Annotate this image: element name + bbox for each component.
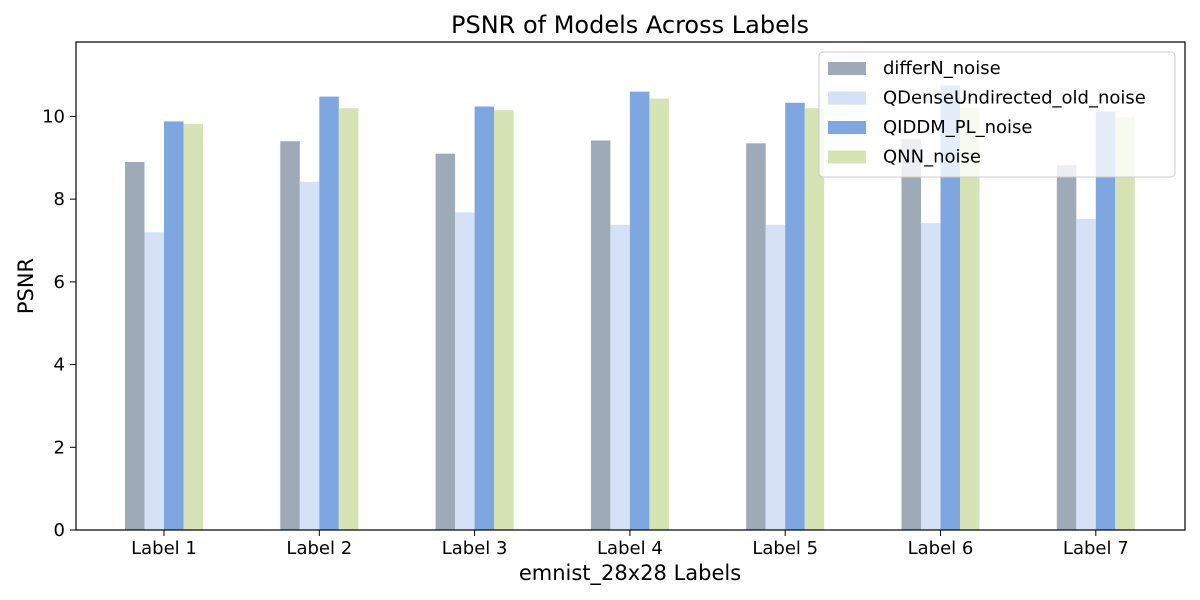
bars-layer xyxy=(125,85,1135,531)
bar-QDenseUndirected_old_noise-label-2 xyxy=(299,181,320,530)
bar-QNN_noise-label-1 xyxy=(183,123,203,530)
bar-QNN_noise-label-5 xyxy=(804,108,825,531)
y-tick-label: 4 xyxy=(54,355,65,376)
bar-QNN_noise-label-2 xyxy=(338,108,359,531)
bar-QIDDM_PL_noise-label-1 xyxy=(164,121,184,531)
legend-label: differN_noise xyxy=(883,58,1001,79)
legend-swatch xyxy=(828,91,866,105)
bar-QDenseUndirected_old_noise-label-7 xyxy=(1076,219,1096,530)
bar-QDenseUndirected_old_noise-label-6 xyxy=(921,223,941,530)
x-axis: Label 1 Label 2 Label 3 Label 4 Label 5 Label… xyxy=(131,530,1129,559)
legend-swatch xyxy=(828,121,866,134)
y-tick-label: 10 xyxy=(42,106,65,127)
bar-differN_noise-label-2 xyxy=(280,141,300,530)
legend-label: QNN_noise xyxy=(883,147,981,168)
chart-title: PSNR of Models Across Labels xyxy=(451,11,809,39)
bar-QNN_noise-label-6 xyxy=(960,108,980,531)
x-tick-label: Label 6 xyxy=(908,538,974,559)
bar-differN_noise-label-3 xyxy=(435,153,456,530)
bar-QNN_noise-label-7 xyxy=(1115,117,1135,531)
bar-QDenseUndirected_old_noise-label-1 xyxy=(144,232,164,531)
y-axis: 0 2 4 6 8 10 xyxy=(42,106,76,541)
x-axis-title: emnist_28x28 Labels xyxy=(519,561,741,586)
y-axis-title: PSNR xyxy=(14,258,38,314)
bar-differN_noise-label-1 xyxy=(125,161,145,530)
legend: differN_noise QDenseUndirected_old_noise Q… xyxy=(818,51,1176,178)
legend-swatch xyxy=(828,150,866,164)
x-tick-label: Label 1 xyxy=(131,538,197,559)
plot-frame xyxy=(75,41,1186,531)
y-tick-label: 8 xyxy=(54,189,65,210)
bar-QIDDM_PL_noise-label-7 xyxy=(1095,111,1116,530)
x-tick-label: Label 2 xyxy=(286,538,352,559)
legend-label: QIDDM_PL_noise xyxy=(883,117,1032,138)
bar-differN_noise-label-7 xyxy=(1056,165,1077,531)
x-tick-label: Label 7 xyxy=(1063,538,1129,559)
y-tick-label: 2 xyxy=(54,437,65,458)
bar-differN_noise-label-4 xyxy=(590,140,611,530)
bar-QDenseUndirected_old_noise-label-5 xyxy=(765,224,786,531)
bar-QIDDM_PL_noise-label-6 xyxy=(940,85,960,531)
bar-QNN_noise-label-3 xyxy=(494,110,514,531)
y-tick-label: 6 xyxy=(54,272,65,293)
bar-differN_noise-label-6 xyxy=(901,139,921,530)
x-tick-label: Label 3 xyxy=(442,538,508,559)
bar-QIDDM_PL_noise-label-4 xyxy=(629,91,650,530)
bar-QDenseUndirected_old_noise-label-4 xyxy=(610,224,630,531)
legend-label: QDenseUndirected_old_noise xyxy=(883,88,1146,109)
y-tick-label: 0 xyxy=(54,520,65,541)
x-tick-label: Label 5 xyxy=(752,538,818,559)
bar-QIDDM_PL_noise-label-2 xyxy=(319,96,339,530)
x-tick-label: Label 4 xyxy=(597,538,663,559)
bar-QIDDM_PL_noise-label-3 xyxy=(474,106,495,531)
legend-box xyxy=(818,51,1176,178)
legend-swatch xyxy=(828,62,866,75)
bar-QNN_noise-label-4 xyxy=(649,98,669,530)
bar-QIDDM_PL_noise-label-5 xyxy=(785,102,805,530)
bar-differN_noise-label-5 xyxy=(746,143,766,530)
bar-QDenseUndirected_old_noise-label-3 xyxy=(455,212,475,530)
